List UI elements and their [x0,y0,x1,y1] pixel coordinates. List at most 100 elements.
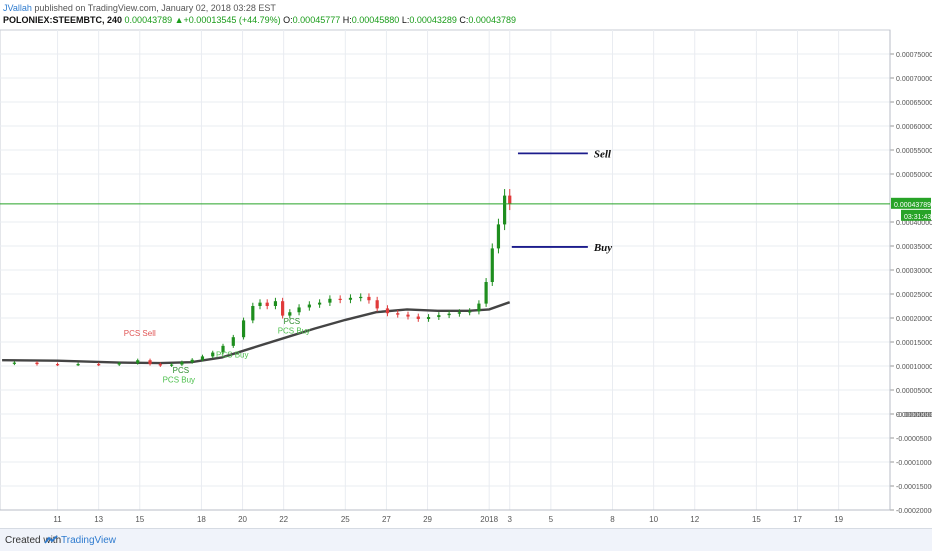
tradingview-logo-icon[interactable] [44,535,58,545]
candle-body [477,303,481,312]
pcs-signal-label: PCS [284,317,300,326]
y-tick-label: 0.00035000 [896,244,932,251]
y-tick-label: 0.00040000 [896,220,932,227]
candle-body [231,337,235,346]
candle-body [258,302,262,306]
y-tick-label: 0.00015000 [896,340,932,347]
candle-body [437,315,441,318]
x-tick-label: 13 [94,515,103,524]
symbol-quote-line: POLONIEX:STEEMBTC, 240 0.00043789 ▲+0.00… [3,15,516,25]
candle-body [457,312,461,314]
x-tick-label: 25 [341,515,350,524]
pcs-signal-label: PCS Sell [124,329,156,338]
last-price: 0.00043789 [124,15,173,25]
close-label: C: [459,15,469,25]
y-tick-label: 0.00020000 [896,316,932,323]
candle-body [265,302,269,306]
y-tick-label: 0.00000000 [896,412,932,419]
candle-body [348,297,353,300]
candle-body [385,308,390,314]
candle-body [416,316,420,319]
y-tick-label: -0.00000000 [896,412,932,419]
candle-body [12,362,16,364]
x-tick-label: 17 [793,515,802,524]
created-with-text: Created with [5,535,62,546]
y-tick-label: 0.00030000 [896,268,932,275]
published-text: published on TradingView.com, January 02… [31,3,276,13]
y-tick-label: 0.00075000 [896,52,932,59]
candle-body [367,296,371,301]
x-tick-label: 15 [752,515,761,524]
candle-body [328,298,332,303]
x-tick-label: 18 [197,515,206,524]
x-tick-label: 3 [508,515,513,524]
candle-body [375,300,379,309]
high-label: H: [342,15,352,25]
candle-body [158,364,162,366]
y-tick-label: -0.00005000 [896,436,932,443]
low-label: L: [401,15,410,25]
candle-body [307,304,311,308]
candle-body [503,195,507,225]
candle-body [117,363,121,365]
x-tick-label: 27 [382,515,391,524]
x-tick-label: 20 [238,515,247,524]
candle-body [426,317,431,319]
candlestick-series [12,189,512,367]
x-tick-label: 5 [549,515,554,524]
y-tick-label: 0.00005000 [896,388,932,395]
y-tick-label: 0.00025000 [896,292,932,299]
pcs-signal-label: PCS [173,366,189,375]
publish-info: JVallah published on TradingView.com, Ja… [3,3,276,13]
annotation-label: Buy [593,242,612,254]
up-arrow-icon: ▲ [174,15,184,25]
moving-average-line [2,301,511,365]
x-tick-label: 2018 [480,515,498,524]
x-tick-label: 10 [649,515,658,524]
candle-body [221,345,225,353]
candle-body [396,313,400,315]
candle-body [148,360,152,365]
candle-body [55,364,60,366]
x-tick-label: 15 [135,515,144,524]
candle-body [190,359,194,363]
pcs-signal-label: PCS Buy [216,350,248,359]
pcs-signal-label: PCS Buy [163,375,195,384]
y-tick-label: 0.00055000 [896,148,932,155]
y-tick-label: 0.00010000 [896,364,932,371]
candle-body [211,352,215,357]
tradingview-link[interactable]: TradingView [61,535,117,546]
annotation-label: Sell [594,148,612,160]
moving-average-series [2,301,511,365]
chart-grid [0,29,891,511]
open-value: 0.00045777 [292,15,341,25]
author-name[interactable]: JVallah [3,3,32,13]
symbol-label[interactable]: POLONIEX:STEEMBTC, 240 [3,15,123,25]
y-tick-label: -0.00020000 [896,508,932,515]
x-tick-label: 22 [279,515,288,524]
chart-annotations: Sell Buy [511,148,612,254]
candle-body [288,312,292,316]
x-tick-label: 11 [53,515,62,524]
candle-body [76,364,80,366]
candle-body [447,313,451,316]
candle-body [35,362,39,365]
pcs-signal-label: PCS Buy [278,326,310,335]
y-tick-label: -0.00015000 [896,484,932,491]
y-tick-label: 0.00070000 [896,76,932,83]
candle-body [468,311,472,313]
x-tick-label: 12 [690,515,699,524]
y-tick-label: 0.00065000 [896,100,932,107]
candle-body [484,282,488,304]
candle-body [508,195,512,204]
countdown-label: 03:31:43 [904,214,931,221]
candle-body [281,301,285,316]
candle-body [273,301,278,306]
footer-bar: Created with TradingView [0,528,932,551]
y-tick-label: -0.00010000 [896,460,932,467]
price-change: +0.00013545 (+44.79%) [183,15,281,25]
y-tick-label: 0.00060000 [896,124,932,131]
x-tick-label: 19 [834,515,843,524]
